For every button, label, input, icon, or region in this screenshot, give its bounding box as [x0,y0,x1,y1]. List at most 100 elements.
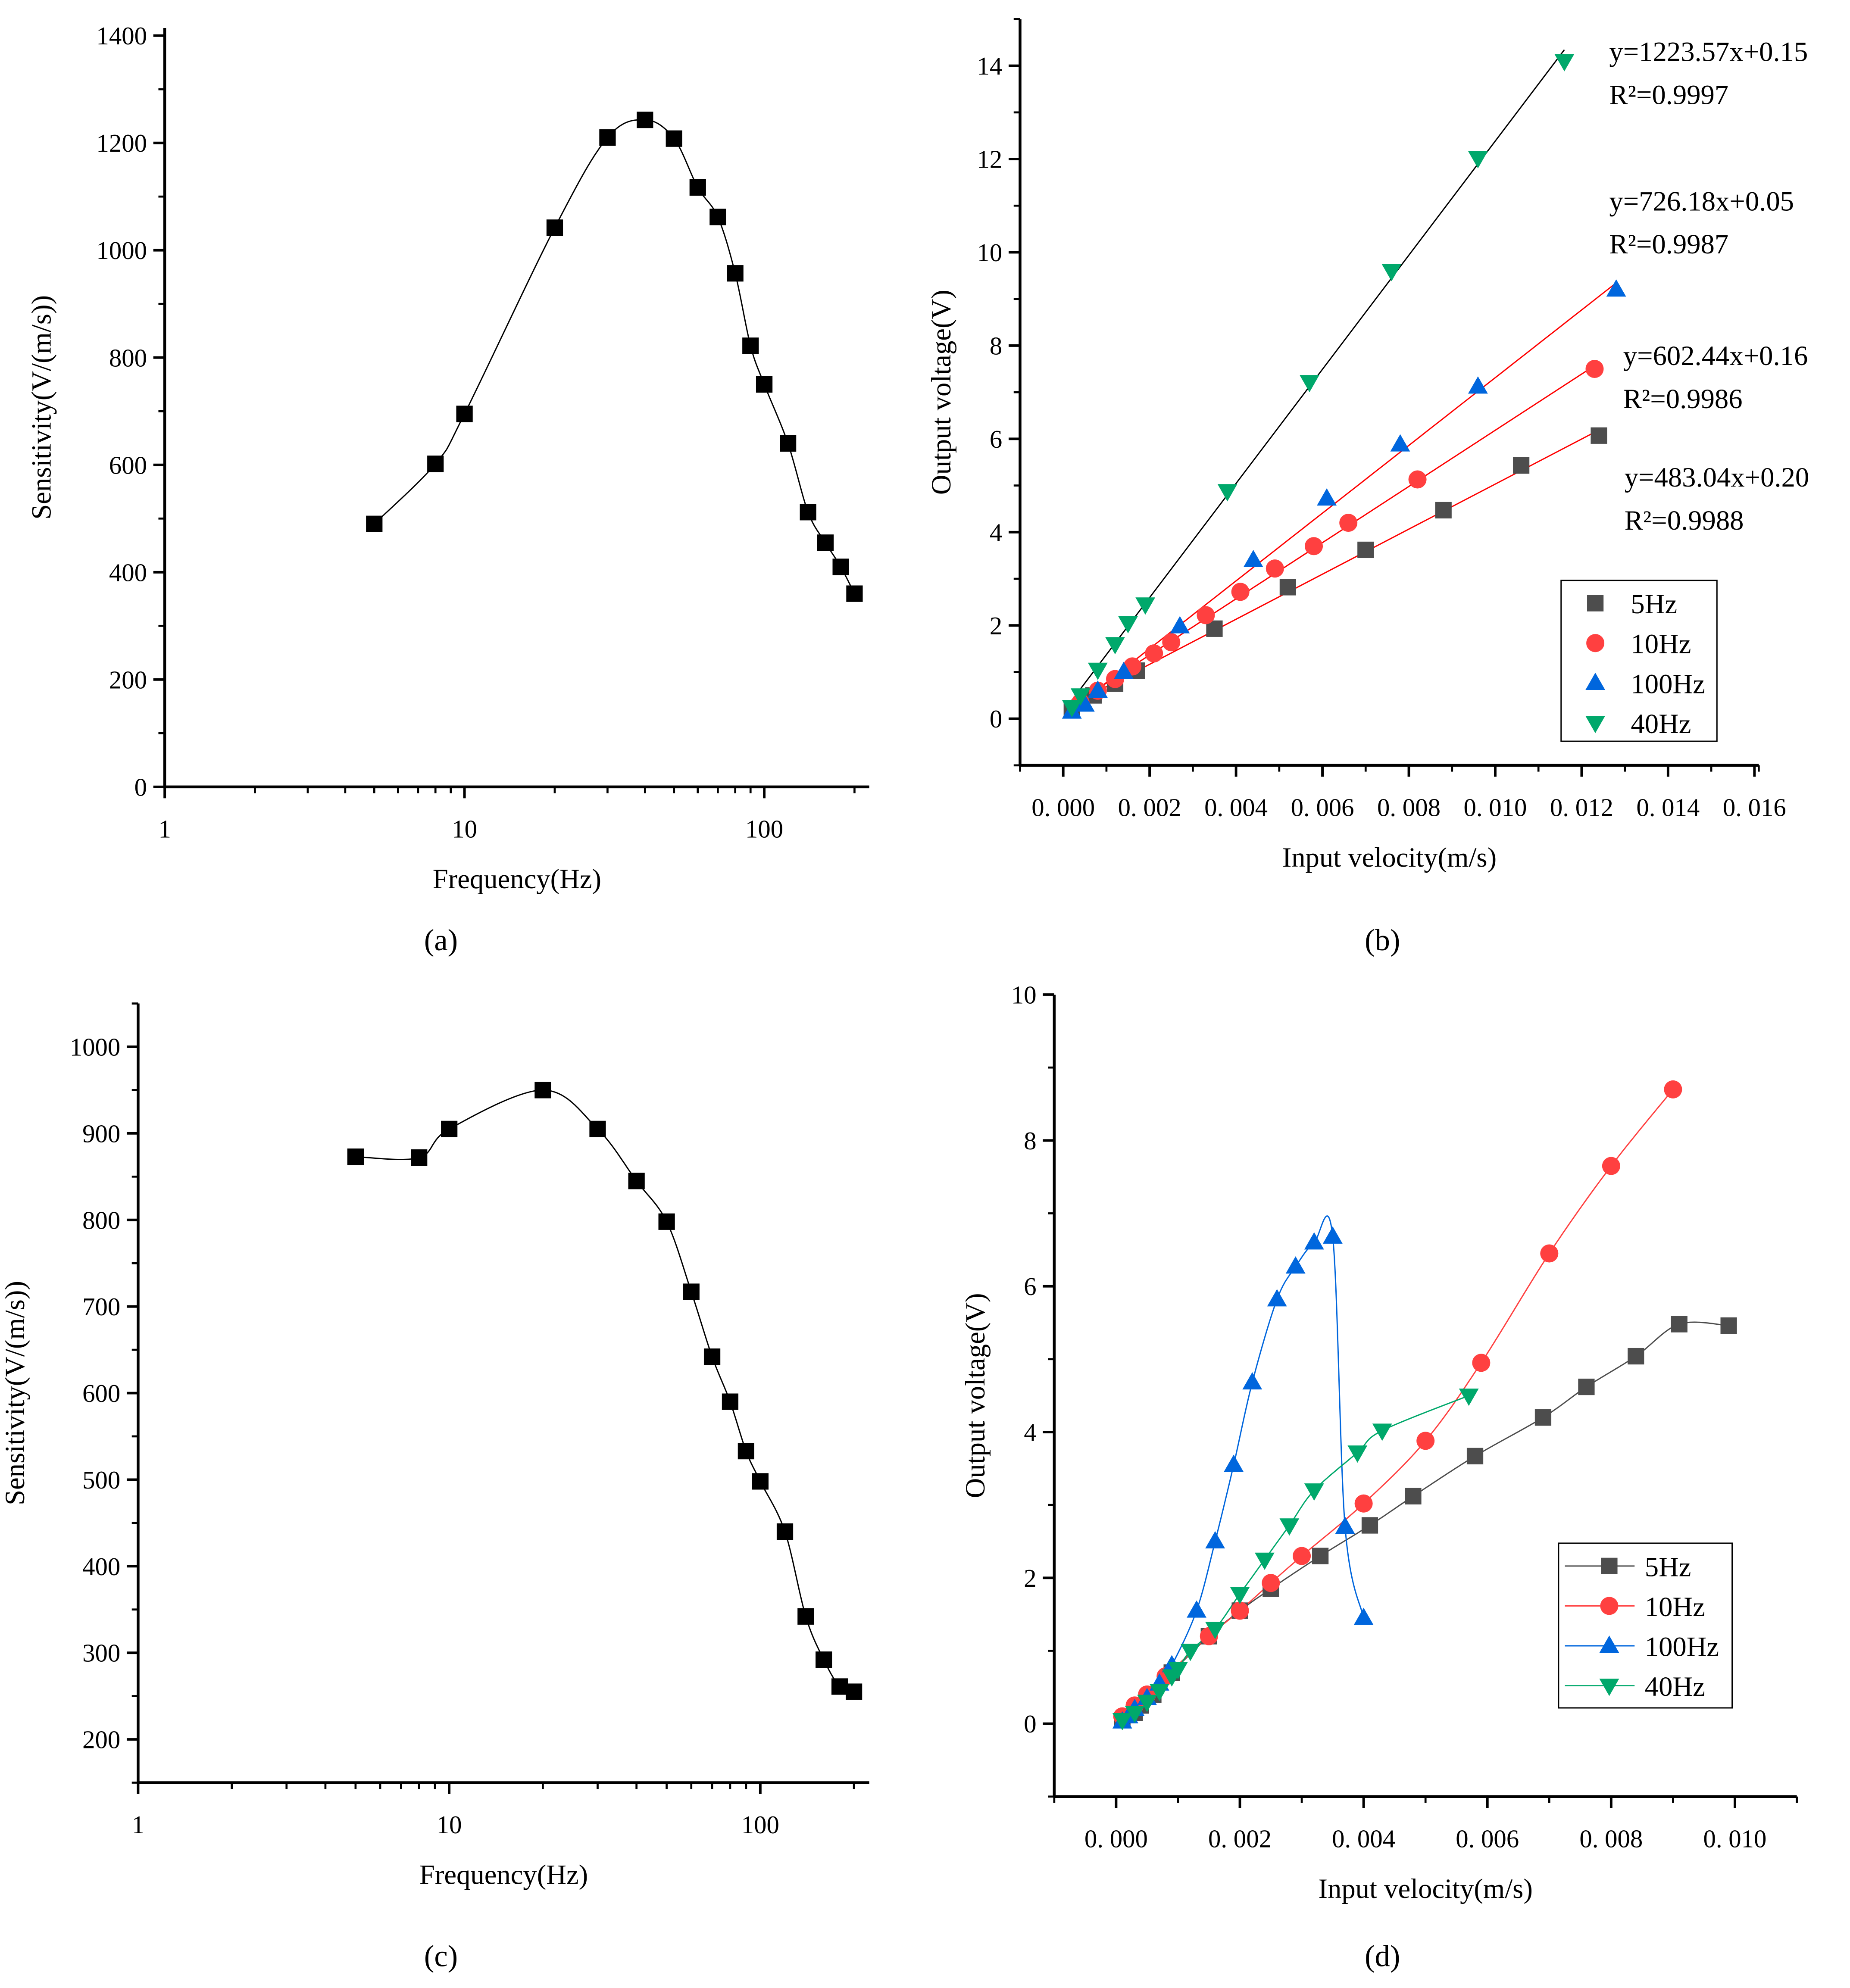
x-tick-label: 10 [437,1811,462,1839]
legend-label-5hz: 5Hz [1631,588,1677,619]
data-point-sensitivity [709,209,726,225]
legend-label-40hz: 40Hz [1645,1671,1705,1702]
panel-d: 0 2 4 6 8 10 0. 000 0. 002 0. 004 0. 006 0. 008 0. … [959,981,1798,1904]
data-point-5hz [1466,1448,1484,1464]
legend-label-5hz: 5Hz [1645,1551,1691,1582]
y-tick-label: 12 [977,146,1003,174]
data-point-sensitivity [637,111,653,128]
y-tick-label: 800 [109,344,147,372]
legend-marker-100hz [1599,1635,1619,1653]
data-point-10hz [1416,1432,1435,1450]
legend-marker-5hz [1601,1557,1618,1574]
y-tick-label: 1000 [70,1033,121,1061]
fit-equation-5hz: y=483.04x+0.20 [1625,462,1809,493]
y-tick-label: 14 [977,52,1003,80]
caption-c: (c) [424,1940,458,1973]
data-point-5hz [1591,427,1607,444]
data-point-sensitivity [703,1348,721,1365]
y-tick-label: 8 [990,332,1002,360]
data-point-40hz [1125,1706,1145,1723]
data-point-10hz [1585,360,1604,378]
data-point-40hz [1118,616,1138,634]
data-point-sensitivity [742,337,759,354]
panel-b: 0 2 4 6 8 10 12 14 0. 000 0. 002 0. 004 0. 006 0. 00… [925,18,1809,873]
data-point-sensitivity [628,1173,645,1189]
data-point-sensitivity [722,1393,739,1410]
legend-marker-40hz [1585,716,1606,733]
x-tick-label: 0. 012 [1550,793,1613,821]
y-axis-title: Output voltage(V) [925,290,956,495]
data-point-10hz [1472,1354,1491,1372]
y-axis-title: Sensitivity(V/(m/s)) [0,1281,30,1505]
y-tick-label: 2 [1024,1564,1036,1592]
y-tick-label: 800 [82,1206,120,1234]
data-point-40hz [1070,688,1091,706]
caption-a: (a) [424,924,458,957]
legend-label-10hz: 10Hz [1645,1591,1705,1622]
fit-r2-40hz: R²=0.9997 [1609,79,1728,110]
y-tick-label: 600 [109,451,147,479]
data-point-100hz [1267,1289,1287,1307]
data-point-40hz [1112,1713,1132,1731]
data-point-40hz [1304,1483,1324,1501]
x-tick-label: 0. 016 [1723,793,1786,821]
data-point-100hz [1468,376,1488,394]
data-point-100hz [1205,1531,1225,1548]
data-point-40hz [1372,1423,1392,1441]
legend-label-10hz: 10Hz [1631,628,1691,659]
y-tick-label: 6 [990,425,1002,453]
data-point-sensitivity [776,1523,794,1540]
y-tick-label: 10 [977,239,1003,267]
data-point-100hz [1170,616,1190,634]
fit-r2-100hz: R²=0.9987 [1609,228,1728,259]
fit-equation-10hz: y=602.44x+0.16 [1623,340,1808,371]
caption-d: (d) [1365,1940,1400,1973]
x-axis-title: Input velocity(m/s) [1318,1873,1532,1904]
data-point-10hz [1266,559,1284,578]
data-point-sensitivity [441,1120,458,1137]
data-point-100hz [1390,434,1410,452]
y-tick-label: 200 [82,1726,120,1754]
y-tick-label: 2 [990,612,1002,640]
y-tick-label: 4 [1024,1419,1036,1447]
data-point-sensitivity [831,1678,848,1695]
x-axis-title: Frequency(Hz) [419,1859,588,1890]
data-point-100hz [1114,662,1134,679]
data-point-40hz [1205,1622,1225,1639]
fit-line-100hz [1071,282,1617,710]
data-point-sensitivity [797,1608,814,1625]
y-tick-label: 200 [109,666,147,694]
data-point-100hz [1317,488,1337,506]
legend-marker-5hz [1587,595,1604,612]
legend: 5Hz 10Hz 100Hz 40Hz [1560,580,1718,742]
x-tick-label: 0. 008 [1377,793,1441,821]
x-axis-title: Input velocity(m/s) [1282,842,1497,873]
legend-label-100hz: 100Hz [1631,668,1705,699]
data-point-sensitivity [589,1120,606,1137]
data-point-sensitivity [546,219,563,236]
data-point-40hz [1279,1518,1300,1536]
y-tick-label: 1200 [96,129,147,157]
data-point-sensitivity [817,534,834,551]
x-tick-label: 0. 002 [1118,793,1181,821]
data-point-40hz [1168,1662,1188,1679]
data-point-sensitivity [427,456,444,472]
fit-equation-100hz: y=726.18x+0.05 [1609,185,1794,216]
data-point-40hz [1149,1684,1169,1701]
data-point-sensitivity [599,129,616,146]
legend-marker-10hz [1586,634,1605,652]
data-point-5hz [1671,1316,1688,1333]
y-tick-label: 0 [134,773,147,801]
data-point-sensitivity [756,376,773,393]
data-point-sensitivity [347,1148,364,1165]
data-point-100hz [1224,1454,1244,1472]
data-point-40hz [1137,1695,1157,1712]
x-tick-label: 0. 004 [1332,1825,1395,1853]
data-point-sensitivity [366,515,383,532]
legend: 5Hz 10Hz 100Hz 40Hz [1558,1542,1733,1709]
data-point-100hz [1285,1256,1306,1274]
data-point-5hz [1279,579,1296,596]
fit-r2-5hz: R²=0.9988 [1625,505,1744,536]
data-point-10hz [1339,514,1358,532]
